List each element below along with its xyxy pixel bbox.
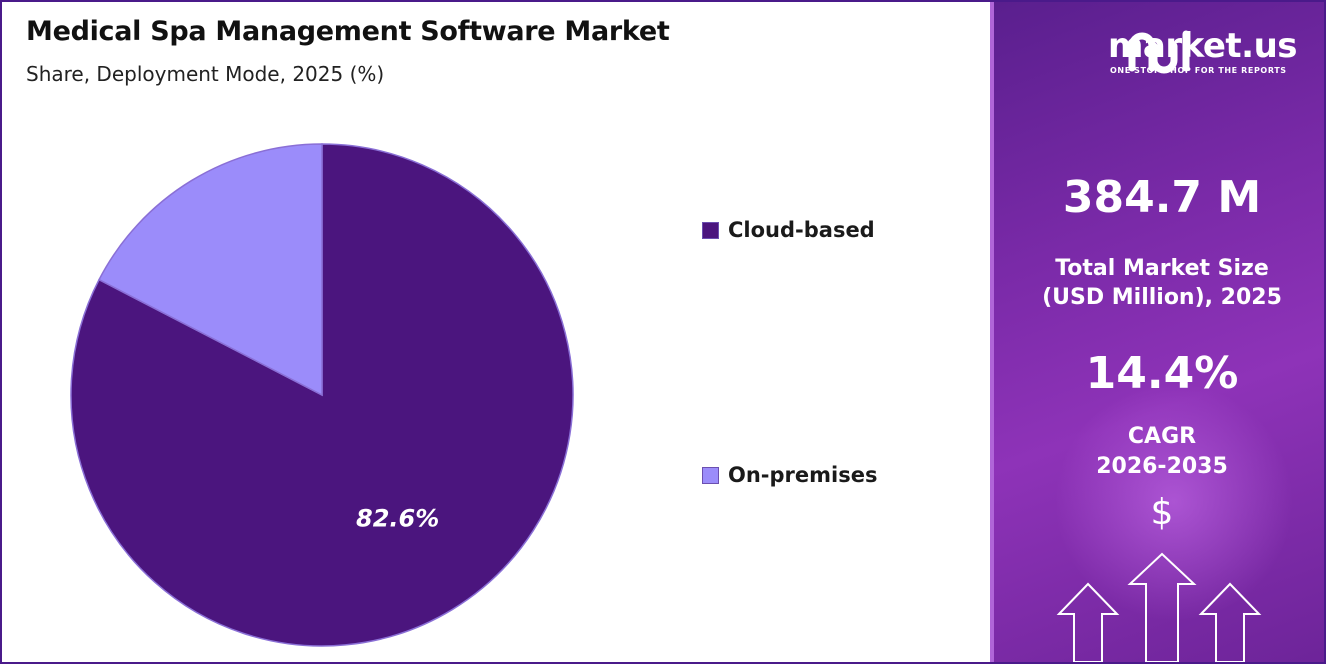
brand-logo[interactable]: market.us ONE STOP SHOP FOR THE REPORTS (1024, 24, 1304, 80)
up-arrow-icon (1198, 582, 1262, 662)
pie-data-label: 82.6% (356, 504, 439, 532)
brand-name: market.us (1108, 26, 1298, 66)
background-glow (1054, 382, 1294, 622)
cagr-label-line2: 2026-2035 (1096, 454, 1228, 479)
growth-arrows (1056, 552, 1262, 662)
chart-subtitle: Share, Deployment Mode, 2025 (%) (26, 62, 385, 86)
market-size-label-line1: Total Market Size (1055, 256, 1269, 281)
up-arrow-icon (1127, 552, 1197, 662)
legend-swatch (702, 466, 719, 484)
legend-item-on-premises[interactable]: On-premises (702, 463, 877, 487)
up-arrow-icon (1056, 582, 1120, 662)
legend-swatch (702, 221, 719, 239)
legend-item-cloud-based[interactable]: Cloud-based (702, 218, 875, 242)
market-size-value: 384.7 M (1062, 172, 1262, 223)
pie-chart: 82.6% (70, 143, 574, 647)
brand-tagline: ONE STOP SHOP FOR THE REPORTS (1110, 66, 1287, 75)
chart-panel: Medical Spa Management Software Market S… (2, 2, 990, 662)
chart-title: Medical Spa Management Software Market (26, 16, 670, 47)
market-us-logo-icon (1128, 30, 1190, 74)
summary-panel: market.us ONE STOP SHOP FOR THE REPORTS … (990, 2, 1324, 662)
legend-label: On-premises (728, 463, 878, 487)
legend-label: Cloud-based (728, 218, 875, 242)
pie-slice-on-premises[interactable] (98, 143, 323, 397)
market-size-label-line2: (USD Million), 2025 (1042, 285, 1282, 310)
dollar-icon: $ (1150, 492, 1174, 533)
cagr-label-line1: CAGR (1127, 424, 1197, 449)
cagr-value: 14.4% (1085, 348, 1239, 399)
